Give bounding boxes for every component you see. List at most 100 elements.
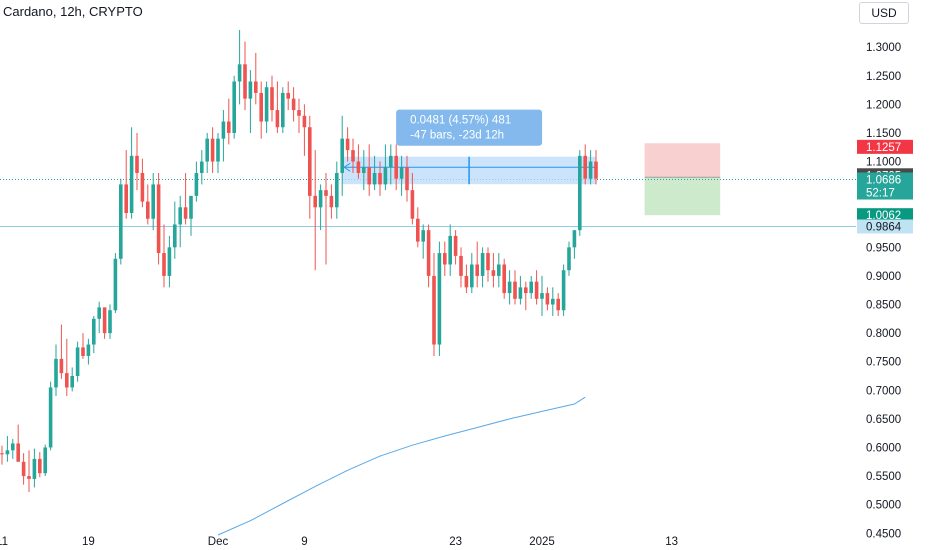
candle-59 [318, 184, 323, 231]
candle-100 [540, 275, 544, 316]
candle-73 [394, 144, 398, 191]
candle-body [194, 172, 199, 196]
candle-32 [173, 201, 177, 259]
candle-body [378, 172, 382, 185]
candle-4 [21, 453, 26, 485]
price-tag-1.0062 [857, 208, 913, 223]
candle-24 [129, 127, 134, 219]
candle-18 [97, 301, 101, 334]
candle-110 [594, 150, 598, 185]
y-tick-1.2000: 1.2000 [866, 99, 901, 111]
candle-49 [264, 81, 269, 133]
candle-62 [335, 161, 339, 219]
candle-body [38, 458, 42, 474]
candle-body [54, 358, 58, 388]
candle-19 [102, 307, 107, 339]
price-tag-label-1.1257: 1.1257 [866, 142, 901, 154]
candle-57 [308, 115, 312, 219]
candle-48 [259, 81, 263, 139]
candle-42 [227, 98, 231, 145]
candle-95 [513, 270, 517, 305]
candle-5 [27, 450, 31, 493]
candle-body [281, 92, 285, 128]
y-tick-0.7500: 0.7500 [866, 357, 901, 369]
candle-body [108, 310, 112, 334]
candle-39 [210, 127, 215, 173]
candle-body [313, 195, 317, 208]
price-tag-countdown [857, 186, 913, 200]
candle-body [486, 253, 490, 271]
candle-55 [297, 98, 301, 133]
x-tick-Dec: Dec [208, 536, 229, 548]
candle-29 [156, 172, 161, 265]
candle-body [254, 81, 258, 93]
candle-2 [11, 438, 15, 459]
candle-71 [383, 144, 388, 191]
candle-body [48, 387, 53, 448]
candle-body [205, 138, 209, 162]
candle-body [594, 161, 598, 179]
y-tick-0.9500: 0.9500 [866, 242, 901, 254]
price-tag-label-1.0062: 1.0062 [866, 210, 901, 222]
candle-16 [86, 338, 91, 365]
candle-body [21, 461, 26, 477]
candle-66 [356, 144, 361, 179]
currency-button[interactable]: USD [859, 2, 909, 24]
candle-10 [54, 344, 58, 397]
candle-body [502, 264, 506, 294]
candle-body [324, 190, 328, 196]
candle-body [556, 298, 560, 311]
measure-arrow-head [343, 162, 351, 172]
moving-average-line [217, 396, 586, 536]
candle-body [27, 476, 31, 479]
candle-84 [453, 230, 458, 265]
candle-38 [205, 132, 209, 173]
candle-102 [551, 287, 555, 316]
candle-54 [291, 87, 296, 122]
candle-body [210, 138, 215, 162]
candle-0 [0, 445, 4, 465]
candle-60 [324, 172, 328, 265]
candle-94 [507, 270, 512, 305]
candle-15 [81, 333, 85, 359]
measure-tooltip-line1: 0.0481 (4.57%) 481 [410, 115, 511, 127]
candle-33 [178, 195, 182, 248]
candle-104 [561, 264, 566, 316]
candle-body [221, 121, 226, 139]
candle-body [11, 443, 15, 451]
candle-27 [146, 184, 150, 225]
candle-body [394, 155, 398, 179]
candle-88 [475, 241, 479, 288]
candle-92 [497, 253, 501, 288]
candle-58 [313, 150, 317, 271]
candle-26 [140, 158, 145, 208]
x-tick-13: 13 [665, 536, 678, 548]
candle-body [545, 293, 550, 305]
candle-93 [502, 258, 506, 299]
candle-76 [410, 172, 415, 225]
candle-108 [583, 144, 587, 185]
candle-89 [480, 247, 485, 288]
candle-body [124, 184, 128, 214]
candle-body [583, 155, 587, 179]
candle-body [243, 64, 247, 99]
candle-91 [491, 253, 496, 288]
candle-83 [448, 224, 452, 276]
candle-body [286, 92, 290, 99]
candle-body [183, 207, 188, 219]
candle-3 [16, 424, 20, 462]
candle-body [561, 270, 566, 311]
x-tick-2025: 2025 [529, 536, 555, 548]
candle-body [529, 281, 533, 294]
candle-body [216, 138, 220, 162]
x-tick-9: 9 [301, 536, 307, 548]
candle-body [0, 453, 4, 455]
candle-74 [399, 155, 404, 196]
candle-body [432, 275, 436, 345]
y-tick-0.7000: 0.7000 [866, 385, 901, 397]
candle-body [232, 81, 236, 133]
y-tick-0.5000: 0.5000 [866, 500, 901, 512]
price-tag-label-0.9864: 0.9864 [866, 222, 902, 234]
